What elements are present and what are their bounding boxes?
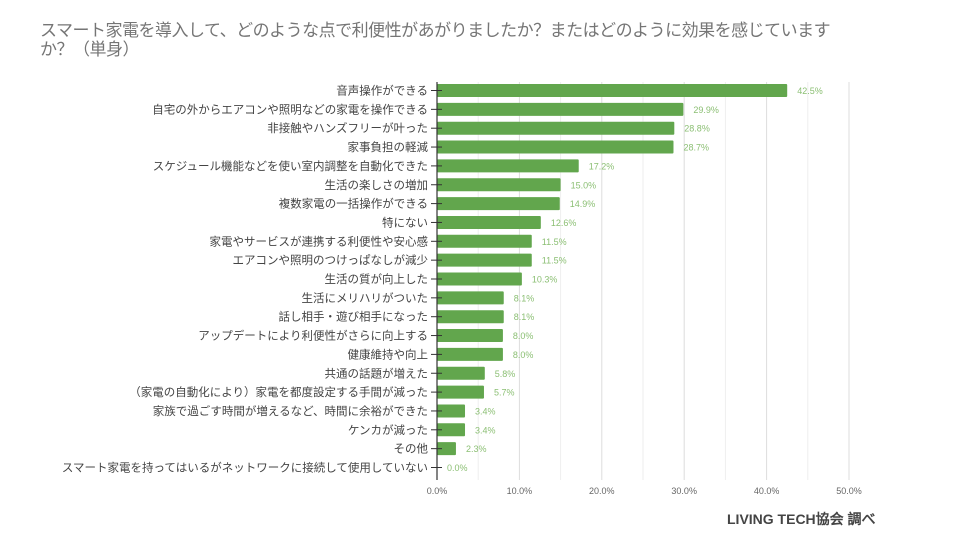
value-label: 28.8% bbox=[684, 124, 710, 134]
value-label: 3.4% bbox=[475, 406, 496, 416]
category-label: 健康維持や向上 bbox=[348, 347, 429, 361]
category-label: 生活の質が向上した bbox=[325, 272, 429, 286]
category-label: 家族で過ごす時間が増えるなど、時間に余裕ができた bbox=[153, 404, 428, 418]
bar bbox=[437, 385, 484, 399]
category-label: （家電の自動化により）家電を都度設定する手間が減った bbox=[129, 385, 428, 399]
bar bbox=[437, 140, 674, 154]
value-label: 0.0% bbox=[447, 463, 468, 473]
x-tick-label: 20.0% bbox=[589, 486, 615, 496]
category-label: 複数家電の一括操作ができる bbox=[279, 197, 428, 211]
bar bbox=[437, 159, 579, 173]
category-label: 特にない bbox=[382, 215, 428, 229]
category-label: 自宅の外からエアコンや照明などの家電を操作できる bbox=[152, 102, 428, 116]
category-label: 話し相手・遊び相手になった bbox=[279, 310, 429, 324]
value-label: 12.6% bbox=[551, 218, 577, 228]
bar bbox=[437, 366, 485, 380]
category-label: スマート家電を持ってはいるがネットワークに接続して使用していない bbox=[62, 461, 428, 475]
value-label: 8.0% bbox=[513, 350, 534, 360]
bar bbox=[437, 329, 503, 343]
bar bbox=[437, 272, 522, 286]
bar bbox=[437, 84, 788, 97]
bar bbox=[437, 347, 503, 361]
value-label: 10.3% bbox=[532, 275, 558, 285]
bar bbox=[437, 442, 456, 456]
bar bbox=[437, 310, 504, 324]
value-label: 2.3% bbox=[466, 444, 487, 454]
category-label: アップデートにより利便性がさらに向上する bbox=[198, 329, 428, 343]
value-label: 8.1% bbox=[514, 312, 535, 322]
category-label: ケンカが減った bbox=[348, 423, 428, 437]
value-label: 8.0% bbox=[513, 331, 534, 341]
bar bbox=[437, 102, 684, 116]
value-label: 11.5% bbox=[542, 237, 567, 247]
category-label: 生活の楽しさの増加 bbox=[325, 178, 429, 192]
value-label: 8.1% bbox=[514, 293, 535, 303]
value-label: 5.8% bbox=[495, 369, 516, 379]
bar bbox=[437, 234, 532, 248]
value-label: 14.9% bbox=[570, 199, 596, 209]
category-label: 非接触やハンズフリーが叶った bbox=[267, 121, 428, 135]
category-label: 共通の話題が増えた bbox=[325, 366, 429, 380]
category-label: その他 bbox=[394, 442, 429, 456]
value-label: 11.5% bbox=[542, 256, 567, 266]
x-tick-label: 10.0% bbox=[507, 486, 533, 496]
bar bbox=[437, 423, 466, 437]
value-labels: 42.5% 29.9% 28.8% 28.7% 17.2% 15.0% 14.9% 12.6%… bbox=[447, 86, 823, 473]
bar bbox=[437, 215, 541, 229]
chart-title: スマート家電を導入して、どのような点で利便性があがりましたか？またはどのように効… bbox=[40, 21, 831, 60]
bar bbox=[437, 253, 532, 267]
value-label: 42.5% bbox=[797, 86, 823, 96]
x-tick-label: 30.0% bbox=[671, 486, 697, 496]
category-label: エアコンや照明のつけっぱなしが減少 bbox=[233, 253, 429, 267]
bar bbox=[437, 178, 561, 192]
value-label: 15.0% bbox=[571, 180, 597, 190]
category-labels: 音声操作ができる自宅の外からエアコンや照明などの家電を操作できる非接触やハンズフ… bbox=[62, 84, 429, 475]
category-label: 生活にメリハリがついた bbox=[302, 291, 429, 305]
bar bbox=[437, 404, 466, 418]
category-label: スケジュール機能などを使い室内調整を自動化できた bbox=[153, 159, 428, 173]
bars bbox=[431, 84, 788, 468]
value-label: 28.7% bbox=[683, 143, 709, 153]
x-axis-tick-labels: 0.0% 10.0% 20.0% 30.0% 40.0% 50.0% bbox=[427, 486, 862, 496]
source-credit: LIVING TECH協会 調べ bbox=[727, 511, 876, 527]
bar bbox=[437, 291, 504, 305]
value-label: 29.9% bbox=[693, 105, 719, 115]
x-tick-label: 50.0% bbox=[836, 486, 862, 496]
bar bbox=[437, 121, 675, 135]
category-label: 音声操作ができる bbox=[336, 84, 428, 98]
category-label: 家事負担の軽減 bbox=[348, 140, 429, 154]
value-label: 3.4% bbox=[475, 425, 496, 435]
x-tick-label: 0.0% bbox=[427, 486, 448, 496]
x-tick-label: 40.0% bbox=[754, 486, 780, 496]
value-label: 5.7% bbox=[494, 388, 515, 398]
value-label: 17.2% bbox=[589, 161, 615, 171]
category-label: 家電やサービスが連携する利便性や安心感 bbox=[210, 234, 429, 248]
bar bbox=[437, 197, 560, 211]
